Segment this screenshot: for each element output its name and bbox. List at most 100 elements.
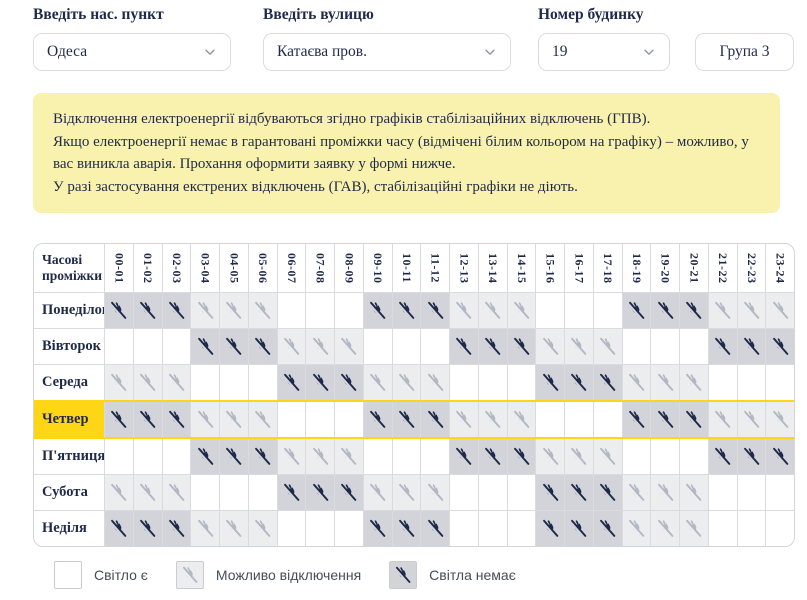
time-slot-header: 10-11: [391, 244, 421, 292]
schedule-cell: [707, 402, 737, 437]
time-slot-label: 14-15: [514, 252, 529, 284]
schedule-cell: [535, 293, 564, 328]
schedule-cell: [621, 293, 651, 328]
street-select[interactable]: Катаєва пров.: [263, 33, 511, 71]
plug-off-icon: [570, 373, 587, 392]
schedule-cell: [334, 439, 363, 474]
plug-off-icon: [340, 373, 357, 392]
schedule-cell: [247, 475, 277, 510]
plug-off-icon: [253, 447, 271, 466]
legend: Світло є Можливо відключення Світла нема…: [54, 561, 795, 589]
plug-off-icon: [397, 301, 415, 320]
schedule-cell: [621, 329, 651, 364]
time-slot-label: 02-03: [169, 252, 184, 284]
schedule-cell: [621, 511, 651, 546]
schedule-cell: [391, 293, 421, 328]
schedule-cell: [276, 293, 306, 328]
schedule-cell: [161, 439, 191, 474]
schedule-cell: [535, 475, 564, 510]
time-slot-header: 17-18: [592, 244, 622, 292]
time-slot-label: 05-06: [256, 252, 271, 284]
schedule-cell: [449, 402, 478, 437]
time-slot-header: 14-15: [506, 244, 536, 292]
schedule-cell: [707, 475, 737, 510]
plug-off-icon: [394, 566, 411, 584]
plug-off-icon: [713, 447, 731, 466]
plug-off-icon: [110, 373, 127, 392]
plug-off-icon: [426, 373, 443, 392]
schedule-row: Четвер: [34, 400, 794, 439]
day-label-text: П'ятниця: [42, 448, 106, 464]
plug-off-icon: [110, 483, 127, 502]
schedule-cell: [650, 475, 679, 510]
schedule-cell: [161, 293, 191, 328]
plug-off-icon: [627, 373, 645, 392]
schedule-cell: [247, 329, 277, 364]
schedule-cell: [190, 329, 219, 364]
plug-off-icon: [685, 301, 702, 320]
schedule-cell: [765, 439, 794, 474]
schedule-cell: [765, 511, 794, 546]
day-label: Понеділок: [34, 293, 110, 328]
plug-off-icon: [685, 410, 702, 429]
plug-off-icon: [512, 447, 530, 466]
building-label: Номер будинку: [538, 6, 644, 23]
schedule-cell: [449, 365, 478, 400]
plug-off-icon: [455, 301, 472, 320]
schedule-cell: [104, 439, 133, 474]
schedule-cell: [679, 402, 708, 437]
schedule-cell: [736, 329, 766, 364]
plug-off-icon: [282, 483, 300, 502]
schedule-cell: [132, 365, 162, 400]
schedule-cell: [679, 439, 708, 474]
building-select-value: 19: [552, 43, 568, 60]
time-slot-label: 23-24: [773, 252, 788, 284]
street-label: Введіть вулицю: [263, 6, 374, 23]
schedule-cell: [650, 365, 679, 400]
plug-off-icon: [253, 337, 271, 356]
plug-off-icon: [282, 337, 300, 356]
plug-off-icon: [340, 447, 357, 466]
schedule-row: Вівторок: [34, 328, 794, 364]
schedule-cell: [679, 511, 708, 546]
schedule-cell: [305, 402, 334, 437]
city-label: Введіть нас. пункт: [33, 6, 164, 23]
time-slot-header: 13-14: [477, 244, 507, 292]
plug-off-icon: [110, 410, 127, 429]
plug-off-icon: [598, 447, 616, 466]
plug-off-icon: [253, 519, 271, 538]
schedule-cell: [190, 439, 219, 474]
schedule-cell: [276, 475, 306, 510]
schedule-cell: [736, 439, 766, 474]
time-slot-header: 15-16: [535, 244, 564, 292]
plug-off-icon: [225, 301, 242, 320]
plug-off-icon: [771, 337, 788, 356]
schedule-cell: [247, 365, 277, 400]
plug-off-icon: [368, 373, 386, 392]
schedule-cell: [506, 511, 536, 546]
schedule-cell: [276, 329, 306, 364]
day-label: Неділя: [34, 511, 104, 546]
schedule-cell: [190, 365, 219, 400]
plug-off-icon: [598, 337, 616, 356]
group-badge[interactable]: Група 3: [695, 33, 794, 71]
city-select[interactable]: Одеса: [33, 33, 231, 71]
time-slot-header: 03-04: [190, 244, 219, 292]
schedule-cell: [449, 439, 478, 474]
plug-off-icon: [656, 410, 673, 429]
schedule-cell: [391, 439, 421, 474]
plug-off-icon: [138, 410, 156, 429]
plug-off-icon: [570, 519, 587, 538]
plug-off-icon: [598, 373, 616, 392]
schedule-cell: [564, 439, 593, 474]
plug-off-icon: [656, 301, 673, 320]
time-slot-header: 22-23: [736, 244, 766, 292]
plug-off-icon: [685, 373, 702, 392]
schedule-cell: [305, 511, 334, 546]
schedule-cell: [132, 439, 162, 474]
plug-off-icon: [771, 301, 788, 320]
schedule-cell: [564, 402, 593, 437]
schedule-cell: [650, 511, 679, 546]
building-select[interactable]: 19: [538, 33, 670, 71]
